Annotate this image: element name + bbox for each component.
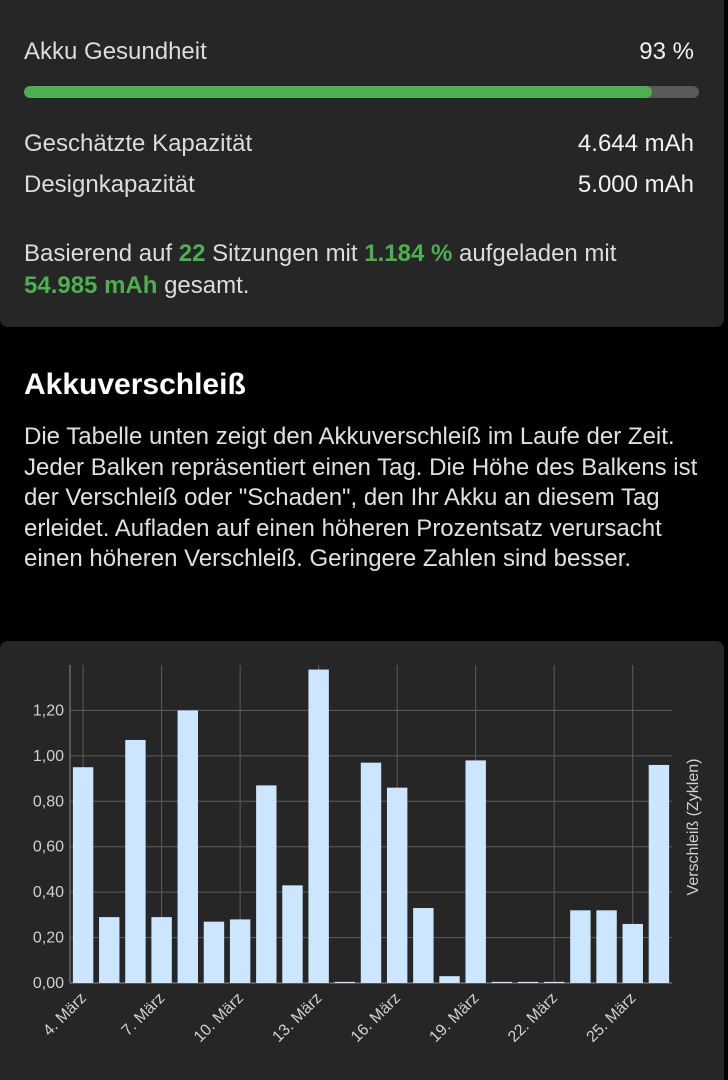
health-row: Akku Gesundheit 93 % (24, 38, 694, 66)
chart-bar (151, 917, 172, 983)
design-capacity-row: Designkapazität 5.000 mAh (24, 171, 694, 199)
sessions-count: 22 (178, 240, 206, 267)
chart-bar (413, 908, 434, 983)
chart-bar (282, 885, 303, 983)
chart-bar (229, 919, 251, 983)
charged-mah: 54.985 mAh (24, 272, 158, 299)
y-tick-label: 0,60 (33, 839, 64, 856)
y-tick-label: 0,40 (33, 884, 64, 901)
x-tick-label: 10. März (191, 990, 247, 1046)
charging-summary: Basierend auf 22 Sitzungen mit 1.184 % a… (24, 238, 694, 302)
summary-text: Sitzungen mit (205, 240, 365, 267)
chart-bar (648, 764, 670, 983)
chart-bar (177, 710, 198, 983)
design-capacity-value: 5.000 mAh (577, 171, 694, 198)
y-tick-label: 1,20 (33, 702, 64, 719)
chart-bar (596, 910, 617, 983)
chart-bar (544, 981, 565, 983)
battery-health-card: Akku Gesundheit 93 % Geschätzte Kapazitä… (0, 0, 724, 327)
x-tick-label: 16. März (348, 990, 404, 1046)
wear-section-description: Die Tabelle unten zeigt den Akkuverschle… (24, 423, 698, 572)
chart-bar (465, 760, 486, 983)
chart-bar (99, 917, 120, 983)
chart-bar (72, 767, 94, 983)
summary-text: gesamt. (157, 272, 250, 299)
chart-bar (517, 981, 539, 983)
chart-bar (570, 910, 591, 983)
health-progress-bar (24, 86, 699, 98)
chart-bar (491, 981, 513, 983)
chart-bar (125, 739, 146, 983)
chart-bar (256, 785, 277, 983)
x-tick-label: 13. März (269, 990, 325, 1046)
health-progress-fill (24, 86, 652, 98)
y-axis-title: Verschleiß (Zyklen) (685, 759, 702, 896)
y-tick-label: 0,80 (33, 793, 64, 810)
design-capacity-label: Designkapazität (24, 171, 195, 198)
chart-bar (386, 787, 408, 983)
x-tick-label: 7. März (119, 990, 169, 1040)
x-tick-label: 19. März (426, 990, 482, 1046)
x-tick-label: 25. März (584, 990, 640, 1046)
y-tick-label: 1,00 (33, 748, 64, 765)
chart-bar (622, 923, 643, 983)
x-tick-label: 22. März (505, 990, 561, 1046)
chart-bar (203, 921, 225, 983)
y-tick-label: 0,20 (33, 930, 64, 947)
estimated-capacity-row: Geschätzte Kapazität 4.644 mAh (24, 130, 694, 158)
chart-bar (308, 669, 329, 983)
y-tick-label: 0,00 (33, 975, 64, 992)
summary-text: aufgeladen mit (452, 240, 617, 267)
chart-bar (360, 762, 382, 983)
health-value: 93 % (639, 38, 694, 65)
wear-bar-chart: 0,00 0,20 0,40 0,60 0,80 1,00 1,20 4. März 7. Mä… (33, 665, 702, 1046)
wear-section-title: Akkuverschleiß (24, 368, 246, 401)
health-label: Akku Gesundheit (24, 38, 207, 65)
chart-bar (334, 981, 356, 983)
charged-percent: 1.184 % (364, 240, 453, 267)
chart-bar (439, 976, 460, 983)
x-tick-label: 4. März (40, 990, 90, 1040)
estimated-capacity-label: Geschätzte Kapazität (24, 130, 253, 157)
summary-text: Basierend auf (24, 240, 179, 267)
estimated-capacity-value: 4.644 mAh (577, 130, 694, 157)
